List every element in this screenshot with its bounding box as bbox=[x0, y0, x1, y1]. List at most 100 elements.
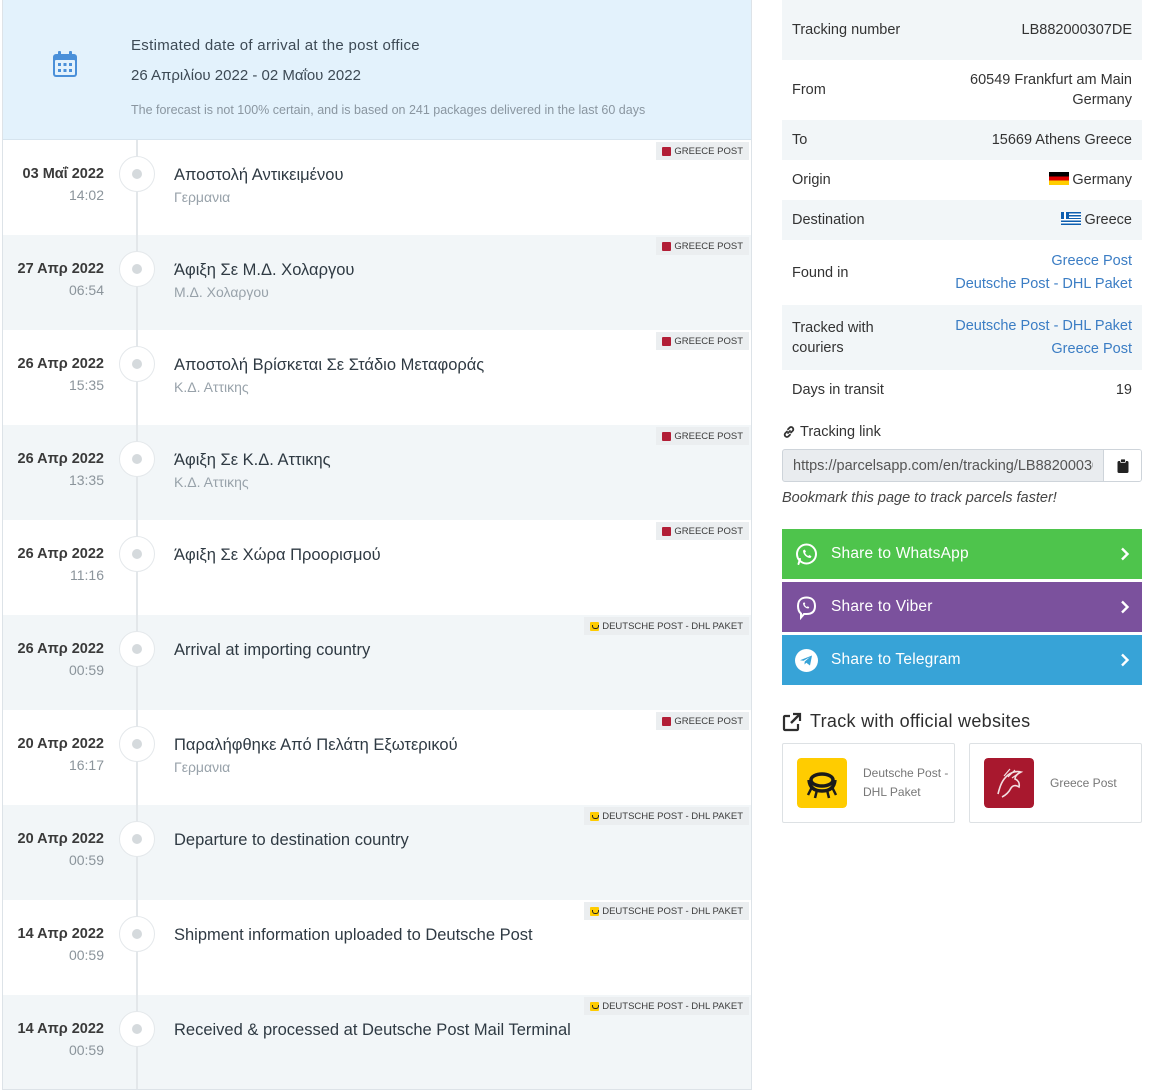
tracked-with-link-deutsche-post[interactable]: Deutsche Post - DHL Paket bbox=[955, 317, 1132, 334]
greece-post-icon bbox=[662, 526, 672, 536]
tracked-with-link-greece-post[interactable]: Greece Post bbox=[1051, 340, 1132, 357]
event-time: 00:59 bbox=[68, 852, 104, 868]
courier-badge: GREECE POST bbox=[656, 332, 749, 350]
timeline-dot-icon bbox=[119, 156, 155, 192]
courier-badge: DEUTSCHE POST - DHL PAKET bbox=[584, 617, 749, 635]
timeline-event: 27 Απρ 2022 06:54 Άφιξη Σε Μ.Δ. Χολαργου Μ.… bbox=[3, 235, 751, 330]
event-time: 14:02 bbox=[68, 187, 104, 203]
event-location: Κ.Δ. Αττικης bbox=[174, 474, 249, 490]
event-date: 26 Απρ 2022 bbox=[17, 546, 104, 562]
share-whatsapp-label: Share to WhatsApp bbox=[831, 545, 969, 562]
event-date: 14 Απρ 2022 bbox=[17, 1021, 104, 1037]
greece-post-logo-icon bbox=[984, 758, 1034, 808]
courier-badge-label: DEUTSCHE POST - DHL PAKET bbox=[602, 810, 743, 822]
event-location: Γερμανια bbox=[174, 759, 231, 775]
courier-badge-label: GREECE POST bbox=[674, 430, 743, 442]
share-whatsapp-button[interactable]: Share to WhatsApp bbox=[782, 529, 1142, 579]
info-row-days-in-transit: Days in transit 19 bbox=[782, 370, 1142, 410]
origin-country: Germany bbox=[1072, 172, 1132, 188]
timeline-dot-icon bbox=[119, 726, 155, 762]
bookmark-note: Bookmark this page to track parcels fast… bbox=[782, 490, 1057, 506]
event-status: Άφιξη Σε Μ.Δ. Χολαργου bbox=[174, 261, 355, 279]
chevron-right-icon bbox=[1121, 653, 1130, 667]
event-date: 20 Απρ 2022 bbox=[17, 831, 104, 847]
event-status: Αποστολή Βρίσκεται Σε Στάδιο Μεταφοράς bbox=[174, 356, 485, 374]
greece-post-icon bbox=[662, 146, 672, 156]
destination-value: Greece bbox=[1061, 210, 1132, 230]
courier-badge: GREECE POST bbox=[656, 712, 749, 730]
tracking-number-label: Tracking number bbox=[792, 22, 901, 38]
days-in-transit-label: Days in transit bbox=[792, 382, 884, 398]
info-row-tracked-with: Tracked with couriers Deutsche Post - DH… bbox=[782, 305, 1142, 370]
tracked-with-label: Tracked with couriers bbox=[792, 319, 874, 356]
event-location: Γερμανια bbox=[174, 189, 231, 205]
found-in-link-greece-post[interactable]: Greece Post bbox=[1051, 252, 1132, 269]
chevron-right-icon bbox=[1121, 600, 1130, 614]
timeline-dot-icon bbox=[119, 821, 155, 857]
courier-badge-label: GREECE POST bbox=[674, 715, 743, 727]
event-date: 26 Απρ 2022 bbox=[17, 641, 104, 657]
event-time: 00:59 bbox=[68, 662, 104, 678]
event-date: 26 Απρ 2022 bbox=[17, 451, 104, 467]
timeline-event: 26 Απρ 2022 00:59 Arrival at importing cou… bbox=[3, 615, 751, 710]
viber-icon bbox=[796, 595, 817, 620]
timeline-event: 26 Απρ 2022 15:35 Αποστολή Βρίσκεται Σε Στ… bbox=[3, 330, 751, 425]
telegram-icon bbox=[795, 648, 818, 672]
to-label: To bbox=[792, 132, 808, 148]
timeline-dot-icon bbox=[119, 916, 155, 952]
courier-badge-label: DEUTSCHE POST - DHL PAKET bbox=[602, 1000, 743, 1012]
event-time: 00:59 bbox=[68, 1042, 104, 1058]
greece-post-icon bbox=[662, 716, 672, 726]
copy-link-button[interactable] bbox=[1103, 450, 1141, 481]
official-websites-title: Track with official websites bbox=[810, 711, 1031, 731]
event-date: 27 Απρ 2022 bbox=[17, 261, 104, 277]
official-site-deutsche-post-card[interactable]: Deutsche Post - DHL Paket bbox=[782, 743, 955, 823]
event-time: 06:54 bbox=[68, 282, 104, 298]
timeline-dot-icon bbox=[119, 441, 155, 477]
event-date: 26 Απρ 2022 bbox=[17, 356, 104, 372]
link-icon bbox=[783, 426, 795, 438]
destination-country: Greece bbox=[1084, 212, 1132, 228]
eta-title: Estimated date of arrival at the post of… bbox=[131, 37, 420, 54]
info-row-destination: Destination Greece bbox=[782, 200, 1142, 240]
courier-badge-label: DEUTSCHE POST - DHL PAKET bbox=[602, 620, 743, 632]
external-link-icon bbox=[782, 712, 802, 731]
event-status: Άφιξη Σε Κ.Δ. Αττικης bbox=[174, 451, 331, 469]
courier-badge: GREECE POST bbox=[656, 237, 749, 255]
destination-label: Destination bbox=[792, 212, 865, 228]
parcel-info-panel: Tracking number LB882000307DE From 60549… bbox=[782, 0, 1142, 823]
deutsche-post-icon bbox=[590, 1001, 600, 1011]
courier-badge-label: GREECE POST bbox=[674, 335, 743, 347]
courier-badge: GREECE POST bbox=[656, 427, 749, 445]
timeline-event: 26 Απρ 2022 11:16 Άφιξη Σε Χώρα Προορισμού… bbox=[3, 520, 751, 615]
event-time: 13:35 bbox=[68, 472, 104, 488]
eta-dates: 26 Απριλίου 2022 - 02 Μαΐου 2022 bbox=[131, 67, 361, 84]
event-status: Άφιξη Σε Χώρα Προορισμού bbox=[174, 546, 381, 564]
info-row-tracking-number: Tracking number LB882000307DE bbox=[782, 0, 1142, 60]
days-in-transit-value: 19 bbox=[1115, 382, 1132, 398]
tracking-link-label: Tracking link bbox=[800, 424, 881, 440]
tracking-timeline: Estimated date of arrival at the post of… bbox=[2, 0, 752, 1090]
event-time: 15:35 bbox=[68, 377, 104, 393]
event-time: 16:17 bbox=[68, 757, 104, 773]
timeline-event: 20 Απρ 2022 16:17 Παραλήφθηκε Από Πελάτη Ε… bbox=[3, 710, 751, 805]
deutsche-post-icon bbox=[590, 811, 600, 821]
deutsche-post-icon bbox=[590, 906, 600, 916]
official-site-greece-post-card[interactable]: Greece Post bbox=[969, 743, 1142, 823]
courier-badge: GREECE POST bbox=[656, 142, 749, 160]
tracking-number-value: LB882000307DE bbox=[1021, 22, 1132, 38]
tracking-link-heading: Tracking link bbox=[782, 424, 881, 440]
timeline-dot-icon bbox=[119, 1011, 155, 1047]
event-date: 03 Μαΐ 2022 bbox=[22, 166, 104, 182]
courier-badge: DEUTSCHE POST - DHL PAKET bbox=[584, 997, 749, 1015]
found-in-link-deutsche-post[interactable]: Deutsche Post - DHL Paket bbox=[955, 275, 1132, 292]
to-value: 15669 Athens Greece bbox=[991, 132, 1132, 148]
official-websites-heading: Track with official websites bbox=[782, 711, 1030, 732]
germany-flag-icon bbox=[1049, 172, 1070, 185]
share-viber-button[interactable]: Share to Viber bbox=[782, 582, 1142, 632]
event-status: Παραλήφθηκε Από Πελάτη Εξωτερικού bbox=[174, 736, 458, 754]
share-telegram-label: Share to Telegram bbox=[831, 651, 961, 668]
share-telegram-button[interactable]: Share to Telegram bbox=[782, 635, 1142, 685]
tracking-link-input[interactable] bbox=[783, 450, 1103, 481]
from-line2: Germany bbox=[1072, 92, 1132, 108]
